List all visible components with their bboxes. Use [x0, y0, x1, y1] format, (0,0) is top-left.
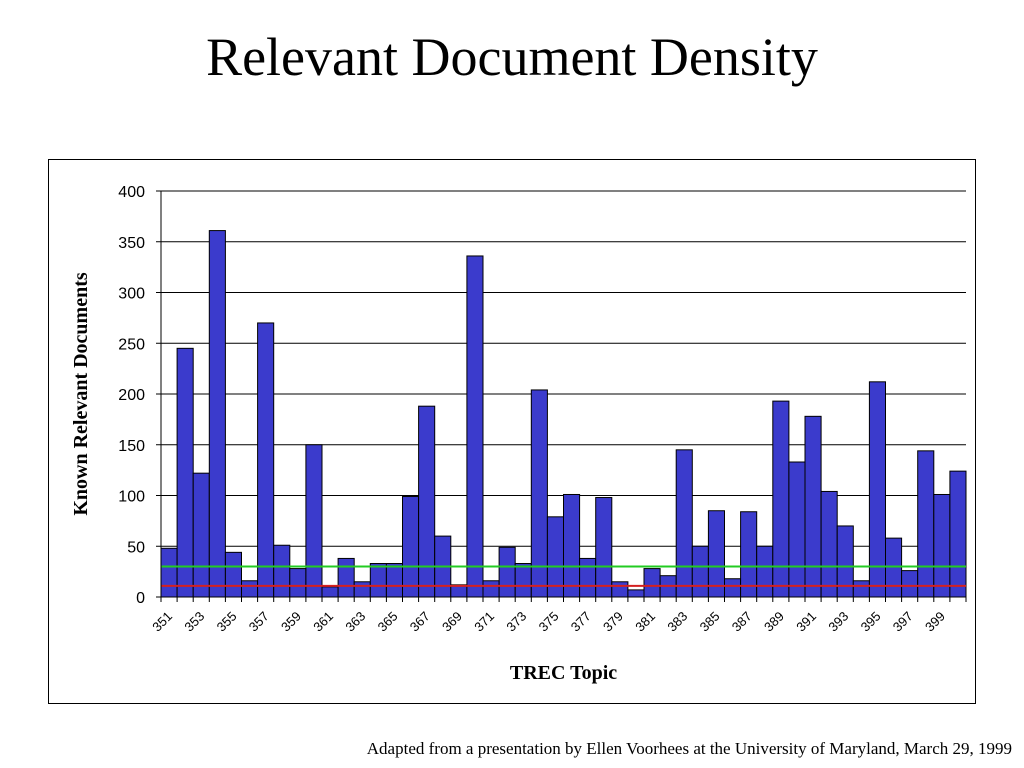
bar [418, 405, 436, 598]
x-tick-label: 361 [310, 609, 336, 635]
bar [369, 563, 387, 598]
bar [257, 322, 275, 598]
bar [852, 580, 870, 598]
x-tick-label: 365 [375, 609, 401, 635]
bar [498, 546, 516, 598]
bar [788, 461, 806, 598]
bar [691, 545, 709, 598]
bar [933, 493, 951, 598]
x-tick-label: 357 [246, 609, 272, 635]
x-tick-label: 379 [600, 609, 626, 635]
x-tick-label: 395 [858, 609, 884, 635]
bar [160, 547, 178, 598]
y-tick-label: 200 [118, 387, 145, 404]
bar [901, 570, 919, 598]
x-tick-label: 371 [471, 609, 497, 635]
x-tick-label: 373 [503, 609, 529, 635]
x-tick-label: 399 [922, 609, 948, 635]
bar [820, 490, 838, 598]
bar [482, 580, 500, 598]
slide-title: Relevant Document Density [206, 27, 818, 87]
y-tick-label: 350 [118, 235, 145, 252]
bar [192, 472, 210, 598]
bar [917, 450, 935, 598]
bar [466, 255, 484, 598]
bar [305, 444, 323, 598]
y-tick-label: 250 [118, 336, 145, 353]
x-axis-title: TREC Topic [510, 662, 617, 684]
bar [176, 347, 194, 598]
x-tick-label: 363 [342, 609, 368, 635]
bar [402, 496, 420, 598]
bar [627, 589, 645, 598]
x-tick-label: 353 [181, 609, 207, 635]
bar [885, 537, 903, 598]
source-footnote: Adapted from a presentation by Ellen Voo… [366, 739, 1012, 758]
bar [353, 581, 371, 598]
x-tick-label: 381 [632, 609, 658, 635]
x-tick-label: 369 [439, 609, 465, 635]
bar [707, 510, 726, 598]
bar [208, 230, 226, 598]
x-tick-label: 385 [697, 609, 723, 635]
bar [514, 563, 532, 598]
x-tick-label: 367 [407, 609, 433, 635]
chart-frame: 0 50 100 150 200 250 300 350 400 351 353 355 357 359 3… [48, 159, 976, 704]
bar [643, 568, 661, 598]
y-tick-label: 100 [118, 489, 145, 506]
bar [273, 544, 291, 598]
bar [740, 511, 758, 598]
y-tick-label: 50 [127, 539, 145, 556]
bar [949, 470, 967, 598]
bar [241, 580, 259, 598]
bar [804, 415, 822, 598]
x-tick-label: 377 [568, 609, 594, 635]
y-tick-label: 0 [136, 590, 145, 607]
bar [868, 381, 887, 598]
bar [385, 563, 403, 598]
bar [289, 568, 307, 598]
x-tick-label: 391 [793, 609, 819, 635]
x-tick-label: 359 [278, 609, 304, 635]
x-tick-label: 389 [761, 609, 787, 635]
x-tick-label: 387 [729, 609, 755, 635]
y-tick-label: 300 [118, 286, 145, 303]
bar [675, 449, 693, 598]
y-axis-title: Known Relevant Documents [70, 272, 92, 516]
bar [579, 557, 597, 598]
x-tick-label: 351 [149, 609, 175, 635]
x-tick-label: 383 [664, 609, 690, 635]
bar [563, 493, 581, 598]
bar [595, 497, 613, 598]
y-tick-label: 150 [118, 438, 145, 455]
x-tick-label: 355 [214, 609, 240, 635]
bar [321, 586, 339, 598]
x-tick-label: 397 [890, 609, 916, 635]
bar [756, 545, 774, 598]
y-tick-label: 400 [118, 184, 145, 201]
x-tick-label: 393 [825, 609, 851, 635]
bar [337, 557, 355, 598]
bar [772, 400, 790, 598]
bar [611, 581, 629, 598]
x-tick-label: 375 [536, 609, 562, 635]
bar [224, 551, 242, 598]
bar [724, 578, 742, 598]
